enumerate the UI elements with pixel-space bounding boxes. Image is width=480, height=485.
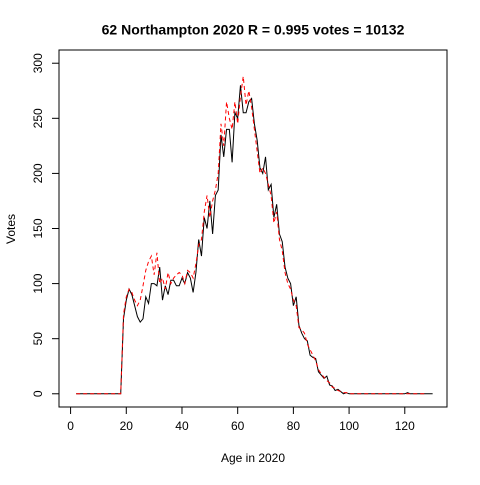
y-axis-label: Votes <box>4 214 18 244</box>
y-tick-label: 250 <box>31 108 45 128</box>
y-tick-label: 0 <box>31 390 45 397</box>
x-tick-label: 120 <box>395 419 415 433</box>
x-tick-label: 40 <box>175 419 189 433</box>
x-tick-label: 20 <box>120 419 134 433</box>
x-tick-label: 60 <box>231 419 245 433</box>
x-tick-label: 0 <box>67 419 74 433</box>
x-tick-label: 100 <box>339 419 359 433</box>
y-tick-label: 300 <box>31 53 45 73</box>
y-tick-label: 150 <box>31 218 45 238</box>
x-axis-label: Age in 2020 <box>221 451 285 465</box>
series-line <box>76 76 428 395</box>
y-tick-label: 100 <box>31 273 45 293</box>
chart-title: 62 Northampton 2020 R = 0.995 votes = 10… <box>102 22 405 38</box>
x-tick-label: 80 <box>287 419 301 433</box>
y-tick-label: 200 <box>31 163 45 183</box>
y-tick-label: 50 <box>31 332 45 346</box>
